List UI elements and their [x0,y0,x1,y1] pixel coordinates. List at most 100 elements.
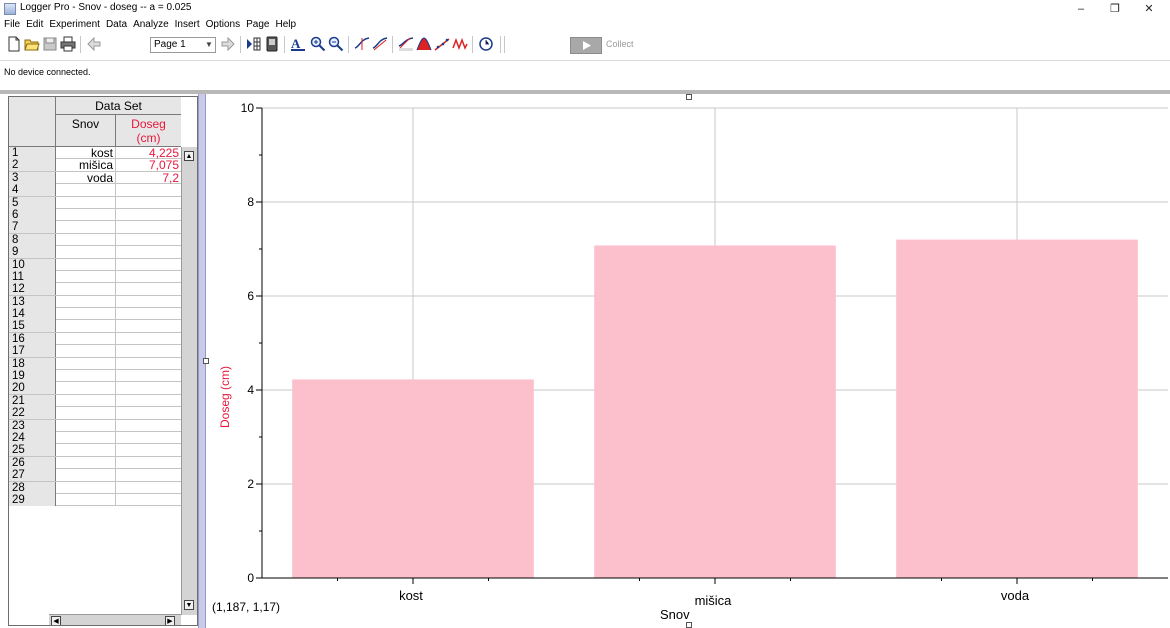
table-row[interactable]: 20 [9,382,181,395]
cell-doseg[interactable] [116,432,181,444]
menu-analyze[interactable]: Analyze [133,19,169,30]
cell-snov[interactable] [56,419,116,432]
table-row[interactable]: 19 [9,370,181,383]
cell-doseg[interactable] [116,246,181,258]
menu-data[interactable]: Data [105,19,128,30]
table-row[interactable]: 2 mišica 7,075 [9,158,181,173]
cell-doseg[interactable] [116,234,181,246]
graph-panel[interactable]: 0 2 4 6 8 10 kost mišica voda Doseg (cm) Snov (1… [203,94,1170,628]
table-row[interactable]: 27 [9,469,181,482]
table-row[interactable]: 18 [9,357,181,371]
cell-snov[interactable] [56,357,116,370]
scroll-right-icon[interactable]: ▶ [165,616,175,625]
cell-doseg[interactable] [116,283,181,295]
cell-doseg[interactable] [116,457,181,469]
x-axis-label[interactable]: Snov [660,607,690,622]
menu-page[interactable]: Page [246,19,270,30]
minimize-button[interactable]: – [1077,3,1085,15]
vertical-scrollbar[interactable]: ▲ ▼ [181,147,197,615]
curve-fit-icon[interactable] [452,36,468,52]
table-row[interactable]: 25 [9,444,181,457]
table-row[interactable]: 7 [9,221,181,234]
cell-snov[interactable] [56,308,116,321]
table-row[interactable]: 8 [9,233,181,247]
examine-icon[interactable] [354,36,370,52]
zoom-in-icon[interactable] [310,36,326,52]
menu-help[interactable]: Help [275,19,297,30]
cell-doseg[interactable] [116,494,181,506]
table-row[interactable]: 13 [9,295,181,309]
cell-doseg[interactable] [116,382,181,394]
cell-snov[interactable] [56,469,116,482]
table-row[interactable]: 22 [9,407,181,420]
cell-snov[interactable] [56,382,116,395]
bar-graph[interactable]: 0 2 4 6 8 10 kost mišica voda [206,94,1170,628]
cell-snov[interactable] [56,345,116,358]
integral-icon[interactable] [416,36,432,52]
print-icon[interactable] [60,36,76,52]
open-folder-icon[interactable] [24,36,40,52]
cell-doseg[interactable] [116,308,181,320]
cell-doseg[interactable] [116,469,181,481]
cell-snov[interactable] [56,431,116,444]
table-row[interactable]: 21 [9,394,181,408]
table-row[interactable]: 17 [9,345,181,358]
scroll-up-icon[interactable]: ▲ [184,151,194,161]
bar-mišica[interactable] [594,245,836,578]
resize-handle-left[interactable] [203,358,209,364]
cell-doseg[interactable] [116,345,181,357]
zoom-out-icon[interactable] [328,36,344,52]
restore-button[interactable]: ❐ [1110,3,1120,15]
close-button[interactable]: ✕ [1144,3,1154,15]
cell-doseg[interactable]: 7,075 [148,158,179,173]
cell-doseg[interactable] [116,209,181,221]
scroll-down-icon[interactable]: ▼ [184,600,194,610]
cell-snov[interactable] [56,233,116,246]
table-row[interactable]: 6 [9,208,181,222]
cell-doseg[interactable] [116,482,181,494]
cell-snov[interactable] [56,493,116,506]
resize-handle-top[interactable] [686,94,692,100]
table-row[interactable]: 23 [9,419,181,432]
cell-snov[interactable]: kost [56,147,116,159]
cell-doseg[interactable] [116,395,181,407]
scroll-left-icon[interactable]: ◀ [51,616,61,625]
cell-snov[interactable] [56,258,116,271]
y-axis-label[interactable]: Doseg (cm) [218,366,232,429]
table-row[interactable]: 24 [9,431,181,445]
cell-doseg[interactable] [116,184,181,196]
stopwatch-icon[interactable] [478,36,494,52]
table-row[interactable]: 26 [9,456,181,470]
cell-snov[interactable] [56,184,116,197]
bar-voda[interactable] [896,239,1138,578]
cell-doseg[interactable] [116,370,181,382]
menu-insert[interactable]: Insert [174,19,200,30]
new-file-icon[interactable] [6,36,22,52]
cell-doseg[interactable]: 4,225 [148,146,179,160]
menu-experiment[interactable]: Experiment [49,19,100,30]
cell-snov[interactable] [56,295,116,308]
cell-doseg[interactable] [116,296,181,308]
cell-doseg[interactable] [116,444,181,456]
table-row[interactable]: 15 [9,320,181,333]
column-header-doseg[interactable]: Doseg (cm) [116,115,181,147]
statistics-icon[interactable] [398,36,414,52]
cell-snov[interactable] [56,481,116,494]
autoscale-icon[interactable]: A [290,36,306,52]
menu-edit[interactable]: Edit [26,19,44,30]
cell-snov[interactable] [56,320,116,333]
column-header-snov[interactable]: Snov [56,115,116,147]
chevron-down-icon[interactable]: ▼ [205,40,213,49]
cell-snov[interactable]: voda [56,171,116,184]
save-icon[interactable] [42,36,58,52]
menu-options[interactable]: Options [205,19,241,30]
next-page-icon[interactable] [220,36,236,52]
cell-snov[interactable] [56,270,116,283]
cell-doseg[interactable] [116,221,181,233]
dataset-title[interactable]: Data Set [56,97,181,115]
table-row[interactable]: 29 [9,493,181,507]
cell-snov[interactable]: mišica [56,159,116,172]
cell-snov[interactable] [56,394,116,407]
cell-doseg[interactable] [116,271,181,283]
tangent-icon[interactable] [372,36,388,52]
